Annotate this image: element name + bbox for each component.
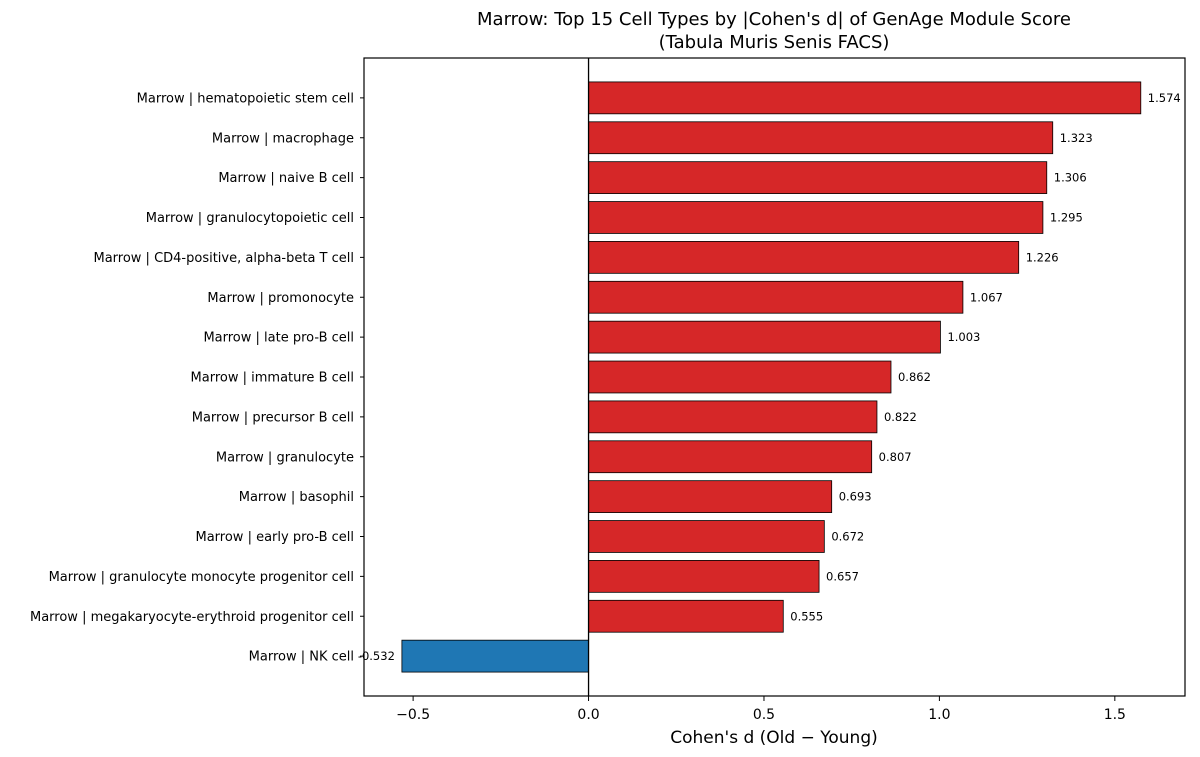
bars-group — [401, 81, 1142, 673]
x-axis-label: Cohen's d (Old − Young) — [670, 728, 878, 748]
data-label: 1.226 — [1026, 250, 1059, 264]
data-label: 1.067 — [970, 290, 1003, 304]
data-label: 0.822 — [884, 410, 917, 424]
bar — [588, 360, 892, 394]
data-label: 0.807 — [879, 450, 912, 464]
x-tick-label: 0.0 — [577, 707, 599, 723]
bar — [588, 81, 1142, 115]
y-tick-label: Marrow | granulocyte — [216, 450, 354, 465]
x-tick-label: −0.5 — [396, 707, 430, 723]
y-tick-label: Marrow | megakaryocyte-erythroid progeni… — [30, 610, 354, 625]
y-tick-label: Marrow | CD4-positive, alpha-beta T cell — [93, 251, 354, 266]
y-tick-label: Marrow | basophil — [239, 490, 354, 505]
data-label: 0.862 — [898, 370, 931, 384]
y-tick-label: Marrow | promonocyte — [207, 291, 354, 306]
chart-subtitle: (Tabula Muris Senis FACS) — [659, 32, 890, 53]
data-label: 1.295 — [1050, 211, 1083, 225]
data-label: 1.003 — [947, 330, 980, 344]
y-tick-label: Marrow | early pro-B cell — [196, 530, 355, 545]
bar — [588, 480, 833, 513]
x-ticks: −0.5 0.0 0.5 1.0 1.5 — [396, 696, 1126, 723]
bar — [588, 161, 1048, 194]
x-tick-label: 1.5 — [1104, 707, 1126, 723]
data-label: 0.672 — [831, 530, 864, 544]
data-label: 0.555 — [790, 609, 823, 623]
x-tick-label: 1.0 — [928, 707, 950, 723]
y-tick-label: Marrow | macrophage — [212, 131, 354, 146]
bar — [588, 201, 1044, 234]
y-tick-labels: Marrow | hematopoietic stem cell Marrow |… — [30, 91, 364, 665]
data-labels: 1.574 1.323 1.306 1.295 1.226 1.067 1.003 0.862… — [358, 91, 1181, 663]
chart-title: Marrow: Top 15 Cell Types by |Cohen's d|… — [477, 9, 1071, 30]
bar — [588, 280, 964, 314]
y-tick-label: Marrow | granulocytopoietic cell — [146, 211, 354, 226]
bar — [588, 320, 941, 354]
y-tick-label: Marrow | NK cell — [249, 650, 354, 665]
data-label: 0.657 — [826, 569, 859, 583]
bar — [588, 440, 873, 474]
y-tick-label: Marrow | late pro-B cell — [203, 331, 354, 346]
bar — [588, 241, 1020, 274]
y-tick-label: Marrow | immature B cell — [191, 371, 354, 386]
bar — [588, 400, 878, 434]
plot-frame — [363, 57, 1186, 697]
data-label: -0.532 — [358, 649, 395, 663]
y-tick-label: Marrow | precursor B cell — [192, 410, 354, 425]
data-label: 0.693 — [839, 490, 872, 504]
y-tick-label: Marrow | granulocyte monocyte progenitor… — [49, 570, 354, 585]
bar — [588, 599, 784, 633]
data-label: 1.323 — [1060, 131, 1093, 145]
y-tick-label: Marrow | naive B cell — [218, 171, 354, 186]
y-tick-label: Marrow | hematopoietic stem cell — [137, 91, 354, 106]
x-tick-label: 0.5 — [753, 707, 775, 723]
bar — [588, 560, 820, 593]
data-label: 1.574 — [1148, 91, 1181, 105]
data-label: 1.306 — [1054, 171, 1087, 185]
bar — [401, 639, 589, 673]
bar — [588, 121, 1054, 155]
bar — [588, 520, 825, 553]
